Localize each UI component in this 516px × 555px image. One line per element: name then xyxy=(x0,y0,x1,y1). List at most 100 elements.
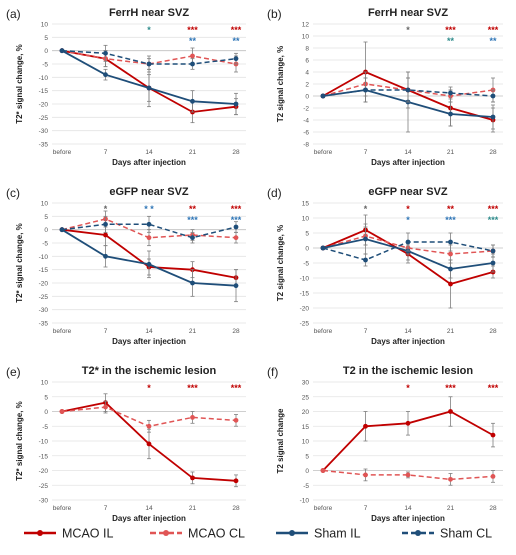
data-point xyxy=(448,409,453,414)
y-tick-label: 10 xyxy=(41,380,49,387)
y-tick-label: 25 xyxy=(302,394,310,401)
y-tick-label: 8 xyxy=(305,46,309,53)
y-tick-label: 10 xyxy=(41,22,49,29)
panel-label: (c) xyxy=(6,186,20,200)
y-tick-label: 12 xyxy=(302,22,310,29)
data-point xyxy=(448,281,453,287)
legend-label: MCAO IL xyxy=(62,527,113,541)
series-mcao_il xyxy=(59,393,239,488)
chart-title: FerrH near SVZ xyxy=(109,7,189,19)
data-point xyxy=(320,468,326,473)
x-axis-label: Days after injection xyxy=(371,158,445,167)
y-axis-label: T2* signal change, % xyxy=(15,44,24,124)
y-tick-label: -15 xyxy=(39,453,49,460)
y-tick-label: 0 xyxy=(305,468,309,475)
data-point xyxy=(448,90,453,96)
y-tick-label: 15 xyxy=(302,201,310,208)
y-tick-label: -20 xyxy=(39,468,49,475)
data-point xyxy=(233,417,239,423)
x-tick-label: 14 xyxy=(145,149,153,156)
data-point xyxy=(405,472,411,478)
series-line xyxy=(61,223,237,239)
significance-marker: ** xyxy=(447,36,455,46)
data-point xyxy=(233,224,239,230)
data-point xyxy=(490,260,496,266)
data-point xyxy=(448,266,453,272)
chart-panel-1: (a) FerrH near SVZ 10 5 0 -5 -10 -15 -20 -25 -30 -3… xyxy=(6,7,246,167)
legend-label: Sham IL xyxy=(314,527,361,541)
significance-marker: *** xyxy=(445,383,456,393)
chart-title: eGFP near SVZ xyxy=(109,186,189,198)
series-line xyxy=(322,89,494,97)
y-tick-label: -10 xyxy=(300,498,310,505)
y-tick-label: -20 xyxy=(39,102,49,109)
x-axis-label: Days after injection xyxy=(112,514,186,523)
y-tick-label: -25 xyxy=(39,294,49,301)
data-point xyxy=(405,87,411,93)
y-tick-label: -6 xyxy=(303,130,309,137)
significance-marker: *** xyxy=(231,215,242,225)
y-tick-label: 0 xyxy=(305,246,309,253)
x-tick-label: 28 xyxy=(489,328,497,335)
data-point xyxy=(405,420,411,426)
x-tick-label: 14 xyxy=(145,328,153,335)
data-point xyxy=(448,251,453,257)
significance-marker: * xyxy=(147,25,151,35)
x-tick-label: 7 xyxy=(104,505,108,512)
panel-label: (e) xyxy=(6,365,21,379)
chart-panel-5: (e) T2* in the ischemic lesion 10 5 0 -5 -10 -1… xyxy=(6,365,246,523)
y-tick-label: 0 xyxy=(305,94,309,101)
significance-marker: *** xyxy=(187,215,198,225)
y-tick-label: -5 xyxy=(42,424,48,431)
series-mcao_il xyxy=(320,396,496,473)
x-tick-label: 28 xyxy=(489,149,497,156)
significance-marker: ** xyxy=(447,204,455,214)
x-tick-label: 21 xyxy=(447,149,455,156)
x-tick-label: 7 xyxy=(104,149,108,156)
y-tick-label: -5 xyxy=(303,261,309,268)
significance-marker: * xyxy=(104,204,108,214)
data-point xyxy=(190,280,195,286)
y-tick-label: 10 xyxy=(302,439,310,446)
data-point xyxy=(146,423,152,429)
y-tick-label: -20 xyxy=(300,306,310,313)
series-sham_cl xyxy=(59,44,239,73)
data-point xyxy=(190,98,195,104)
significance-marker: * xyxy=(406,25,410,35)
x-tick-label: 28 xyxy=(232,328,240,335)
series-sham_cl xyxy=(320,232,496,267)
data-point xyxy=(59,409,65,414)
y-axis-label: T2 signal change, % xyxy=(276,46,285,122)
data-point xyxy=(146,61,152,67)
chart-panel-2: (b) FerrH near SVZ 12 10 8 6 4 2 0 -2 -4 -6 -8 before… xyxy=(267,7,503,167)
data-point xyxy=(363,87,368,93)
legend: MCAO IL MCAO CL Sham IL Sham CL xyxy=(24,527,492,541)
data-point xyxy=(59,48,65,54)
significance-marker: *** xyxy=(488,204,499,214)
data-point xyxy=(190,61,195,67)
legend-label: Sham CL xyxy=(440,527,492,541)
data-point xyxy=(363,257,368,263)
series-sham_il xyxy=(59,48,239,116)
y-tick-label: 6 xyxy=(305,58,309,65)
x-tick-label: 7 xyxy=(104,328,108,335)
data-point xyxy=(146,261,152,267)
significance-marker: *** xyxy=(231,383,242,393)
x-tick-label: 21 xyxy=(189,505,197,512)
significance-marker: * xyxy=(406,204,410,214)
x-tick-label: 28 xyxy=(232,149,240,156)
data-point xyxy=(190,475,195,481)
significance-marker: *** xyxy=(488,215,499,225)
data-point xyxy=(363,236,368,242)
y-tick-label: -8 xyxy=(303,142,309,149)
y-tick-label: -15 xyxy=(39,267,49,274)
data-point xyxy=(320,93,326,99)
y-tick-label: -10 xyxy=(39,75,49,82)
data-point xyxy=(103,404,108,410)
y-tick-label: 15 xyxy=(302,424,310,431)
y-tick-label: -10 xyxy=(39,439,49,446)
significance-marker: *** xyxy=(231,204,242,214)
chart-title: T2* in the ischemic lesion xyxy=(82,365,217,377)
series-mcao_cl xyxy=(320,468,496,486)
panel-label: (f) xyxy=(267,365,278,379)
